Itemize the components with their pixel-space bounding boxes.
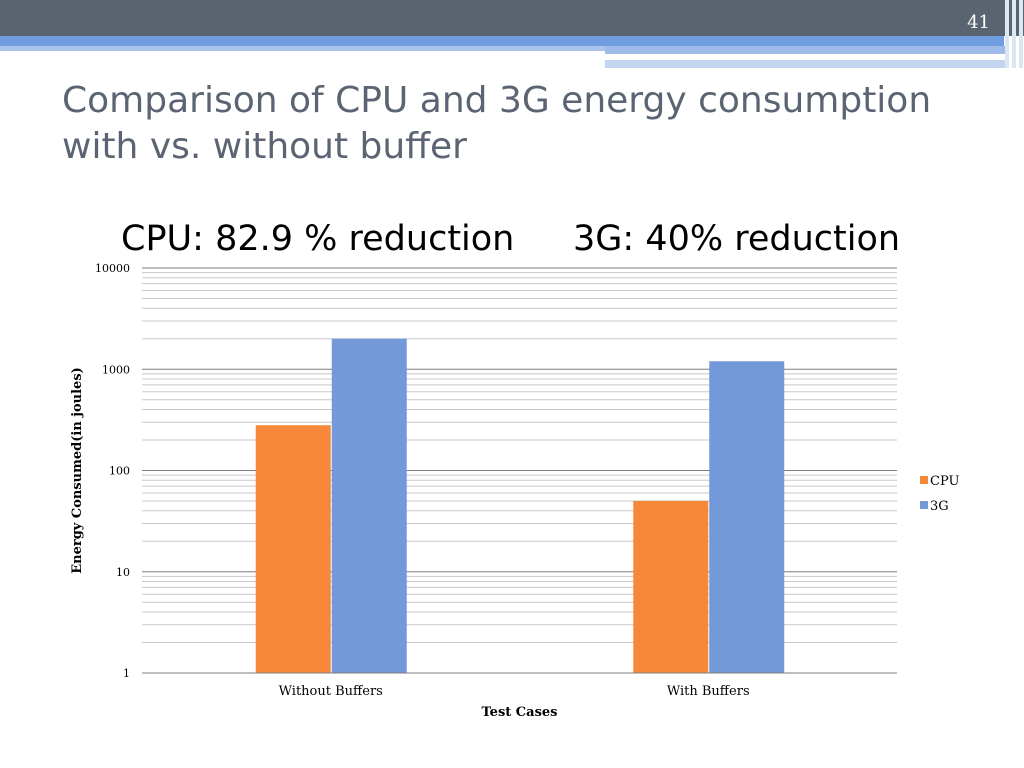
page-number: 41 (967, 12, 990, 33)
legend-swatch-3g (920, 501, 928, 509)
header-stripe (0, 46, 605, 51)
y-tick-label: 1000 (102, 363, 130, 376)
y-tick-label: 100 (109, 465, 130, 478)
bar-3g (709, 361, 785, 673)
header-band (0, 0, 1024, 36)
x-category-label: Without Buffers (279, 684, 383, 699)
bar-cpu (255, 425, 331, 673)
y-tick-label: 10 (116, 566, 130, 579)
cpu-reduction-text: CPU: 82.9 % reduction (121, 219, 515, 259)
3g-reduction-text: 3G: 40% reduction (573, 219, 901, 259)
header-stripe (1012, 0, 1016, 68)
header-stripe (605, 46, 1005, 54)
slide-title: Comparison of CPU and 3G energy consumpt… (62, 78, 962, 170)
y-tick-label: 10000 (95, 262, 130, 275)
bar-3g (331, 338, 407, 673)
legend-label-cpu: CPU (930, 474, 959, 489)
legend-label-3g: 3G (930, 499, 949, 514)
header-stripe (0, 36, 1004, 46)
x-axis-title: Test Cases (482, 705, 558, 720)
header-stripe (1005, 0, 1009, 68)
y-tick-label: 1 (123, 667, 130, 680)
x-category-label: With Buffers (667, 684, 750, 699)
bar-cpu (633, 500, 709, 673)
y-axis-title: Energy Consumed(in joules) (70, 367, 85, 574)
header-stripe (605, 60, 1005, 68)
title-line-2: with vs. without buffer (62, 126, 467, 167)
title-line-1: Comparison of CPU and 3G energy consumpt… (62, 80, 932, 121)
header-stripe (1019, 0, 1023, 68)
header-stripe (605, 54, 1005, 60)
legend-swatch-cpu (920, 476, 928, 484)
